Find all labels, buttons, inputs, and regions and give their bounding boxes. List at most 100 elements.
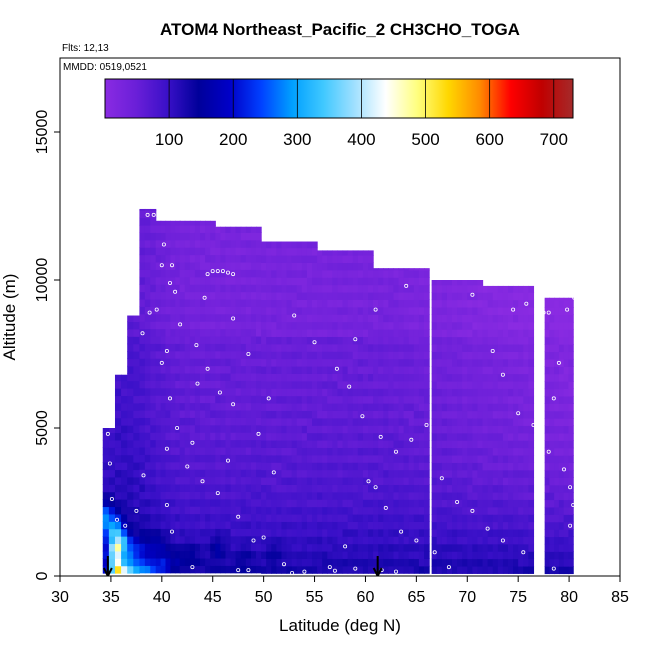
data-cell: [184, 343, 191, 352]
data-cell: [144, 432, 151, 441]
data-cell: [245, 247, 252, 256]
data-cell: [150, 358, 157, 367]
data-cell: [194, 321, 201, 330]
data-cell: [388, 388, 395, 397]
data-cell: [220, 328, 227, 337]
data-cell: [150, 328, 157, 337]
sample-point: [353, 566, 358, 571]
data-cell: [155, 232, 162, 241]
data-cell: [446, 499, 453, 508]
data-cell: [462, 343, 468, 352]
data-cell: [497, 432, 504, 441]
data-cell: [144, 565, 151, 574]
data-cell: [179, 469, 186, 478]
data-cell: [554, 307, 560, 316]
data-cell: [179, 409, 186, 418]
data-cell: [413, 521, 420, 530]
data-cell: [497, 506, 504, 515]
data-cell: [220, 358, 227, 367]
data-cell: [245, 446, 252, 455]
data-cell: [286, 439, 293, 448]
data-cell: [205, 380, 211, 389]
data-cell: [446, 528, 453, 537]
data-cell: [165, 409, 171, 418]
sample-point: [424, 422, 429, 427]
data-cell: [296, 380, 303, 389]
data-cell: [357, 291, 364, 300]
data-cell: [210, 409, 216, 418]
data-cell: [342, 314, 349, 323]
data-cell: [568, 381, 574, 390]
data-cell: [215, 276, 221, 285]
data-cell: [220, 432, 227, 441]
data-cell: [261, 536, 267, 545]
data-cell: [523, 454, 529, 463]
data-cell: [418, 373, 425, 382]
data-cell: [327, 462, 333, 471]
data-cell: [446, 477, 453, 486]
data-cell: [523, 432, 529, 441]
data-cell: [235, 439, 242, 448]
data-cell: [446, 403, 453, 412]
data-cell: [230, 557, 237, 566]
data-cell: [312, 402, 318, 411]
data-cell: [220, 535, 227, 544]
data-cell: [558, 529, 565, 538]
data-cell: [482, 306, 489, 315]
data-cell: [276, 247, 283, 256]
data-cell: [296, 395, 303, 404]
data-cell: [286, 543, 293, 552]
data-cell: [189, 380, 196, 389]
data-cell: [337, 291, 344, 300]
data-cell: [368, 462, 374, 471]
data-cell: [362, 506, 369, 515]
data-cell: [144, 550, 151, 559]
data-cell: [554, 381, 560, 390]
data-cell: [441, 499, 448, 508]
data-cell: [342, 417, 349, 426]
sample-point: [190, 565, 195, 570]
data-cell: [357, 439, 364, 448]
data-cell: [357, 380, 364, 389]
data-cell: [256, 291, 262, 300]
data-cell: [322, 521, 328, 530]
data-cell: [127, 432, 134, 441]
data-cell: [276, 439, 283, 448]
data-cell: [472, 469, 479, 478]
data-cell: [286, 491, 293, 500]
data-cell: [441, 306, 448, 315]
data-cell: [261, 262, 267, 271]
data-cell: [170, 550, 176, 559]
data-cell: [467, 440, 473, 449]
data-cell: [291, 402, 298, 411]
data-cell: [271, 536, 277, 545]
data-cell: [413, 299, 420, 308]
data-cell: [165, 298, 171, 307]
sample-point: [565, 307, 570, 312]
data-cell: [225, 409, 232, 418]
data-cell: [317, 513, 323, 522]
data-cell: [518, 373, 524, 382]
data-cell: [160, 432, 167, 441]
data-cell: [317, 373, 323, 382]
data-cell: [492, 285, 499, 293]
data-cell: [373, 565, 379, 574]
data-cell: [347, 558, 354, 567]
data-cell: [368, 454, 374, 463]
data-cell: [160, 506, 167, 515]
data-cell: [549, 469, 555, 478]
data-cell: [332, 469, 339, 478]
data-cell: [160, 535, 167, 544]
data-cell: [337, 484, 344, 493]
data-cell: [368, 543, 374, 552]
data-cell: [462, 432, 468, 441]
data-cell: [528, 447, 535, 456]
data-cell: [170, 513, 176, 522]
sample-point: [470, 508, 475, 513]
data-cell: [452, 292, 458, 301]
data-cell: [170, 565, 176, 574]
data-cell: [446, 284, 453, 293]
data-cell: [245, 483, 252, 492]
data-cell: [431, 336, 438, 345]
data-cell: [225, 432, 232, 441]
